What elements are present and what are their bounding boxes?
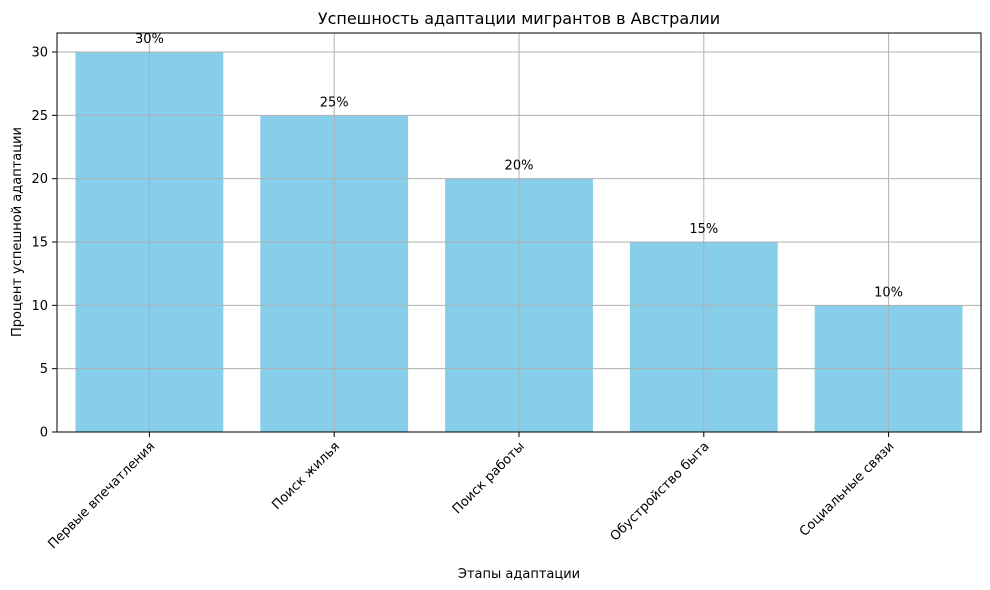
data-label: 15% xyxy=(689,222,718,237)
y-tick-label: 10 xyxy=(31,299,48,314)
y-tick-label: 0 xyxy=(40,426,48,441)
data-label: 10% xyxy=(874,285,903,300)
x-tick-label: Поиск жилья xyxy=(269,439,343,513)
chart-title: Успешность адаптации мигрантов в Австрал… xyxy=(318,9,720,28)
y-tick-label: 20 xyxy=(31,172,48,187)
x-tick-label: Поиск работы xyxy=(450,439,528,517)
x-tick-label: Социальные связи xyxy=(797,439,898,540)
y-tick-label: 30 xyxy=(31,46,48,61)
data-labels: 30% 25% 20% 15% 10% xyxy=(135,32,903,300)
y-tick-label: 25 xyxy=(31,109,48,124)
x-axis-label: Этапы адаптации xyxy=(458,567,580,582)
data-label: 25% xyxy=(320,95,349,110)
x-tick-label: Первые впечатления xyxy=(45,439,158,552)
data-label: 30% xyxy=(135,32,164,47)
grid xyxy=(57,33,981,433)
x-tick-label: Обустройство быта xyxy=(608,439,713,544)
y-axis-label: Процент успешной адаптации xyxy=(10,127,25,337)
y-tick-label: 15 xyxy=(31,236,48,251)
data-label: 20% xyxy=(505,159,534,174)
y-tick-label: 5 xyxy=(40,362,48,377)
